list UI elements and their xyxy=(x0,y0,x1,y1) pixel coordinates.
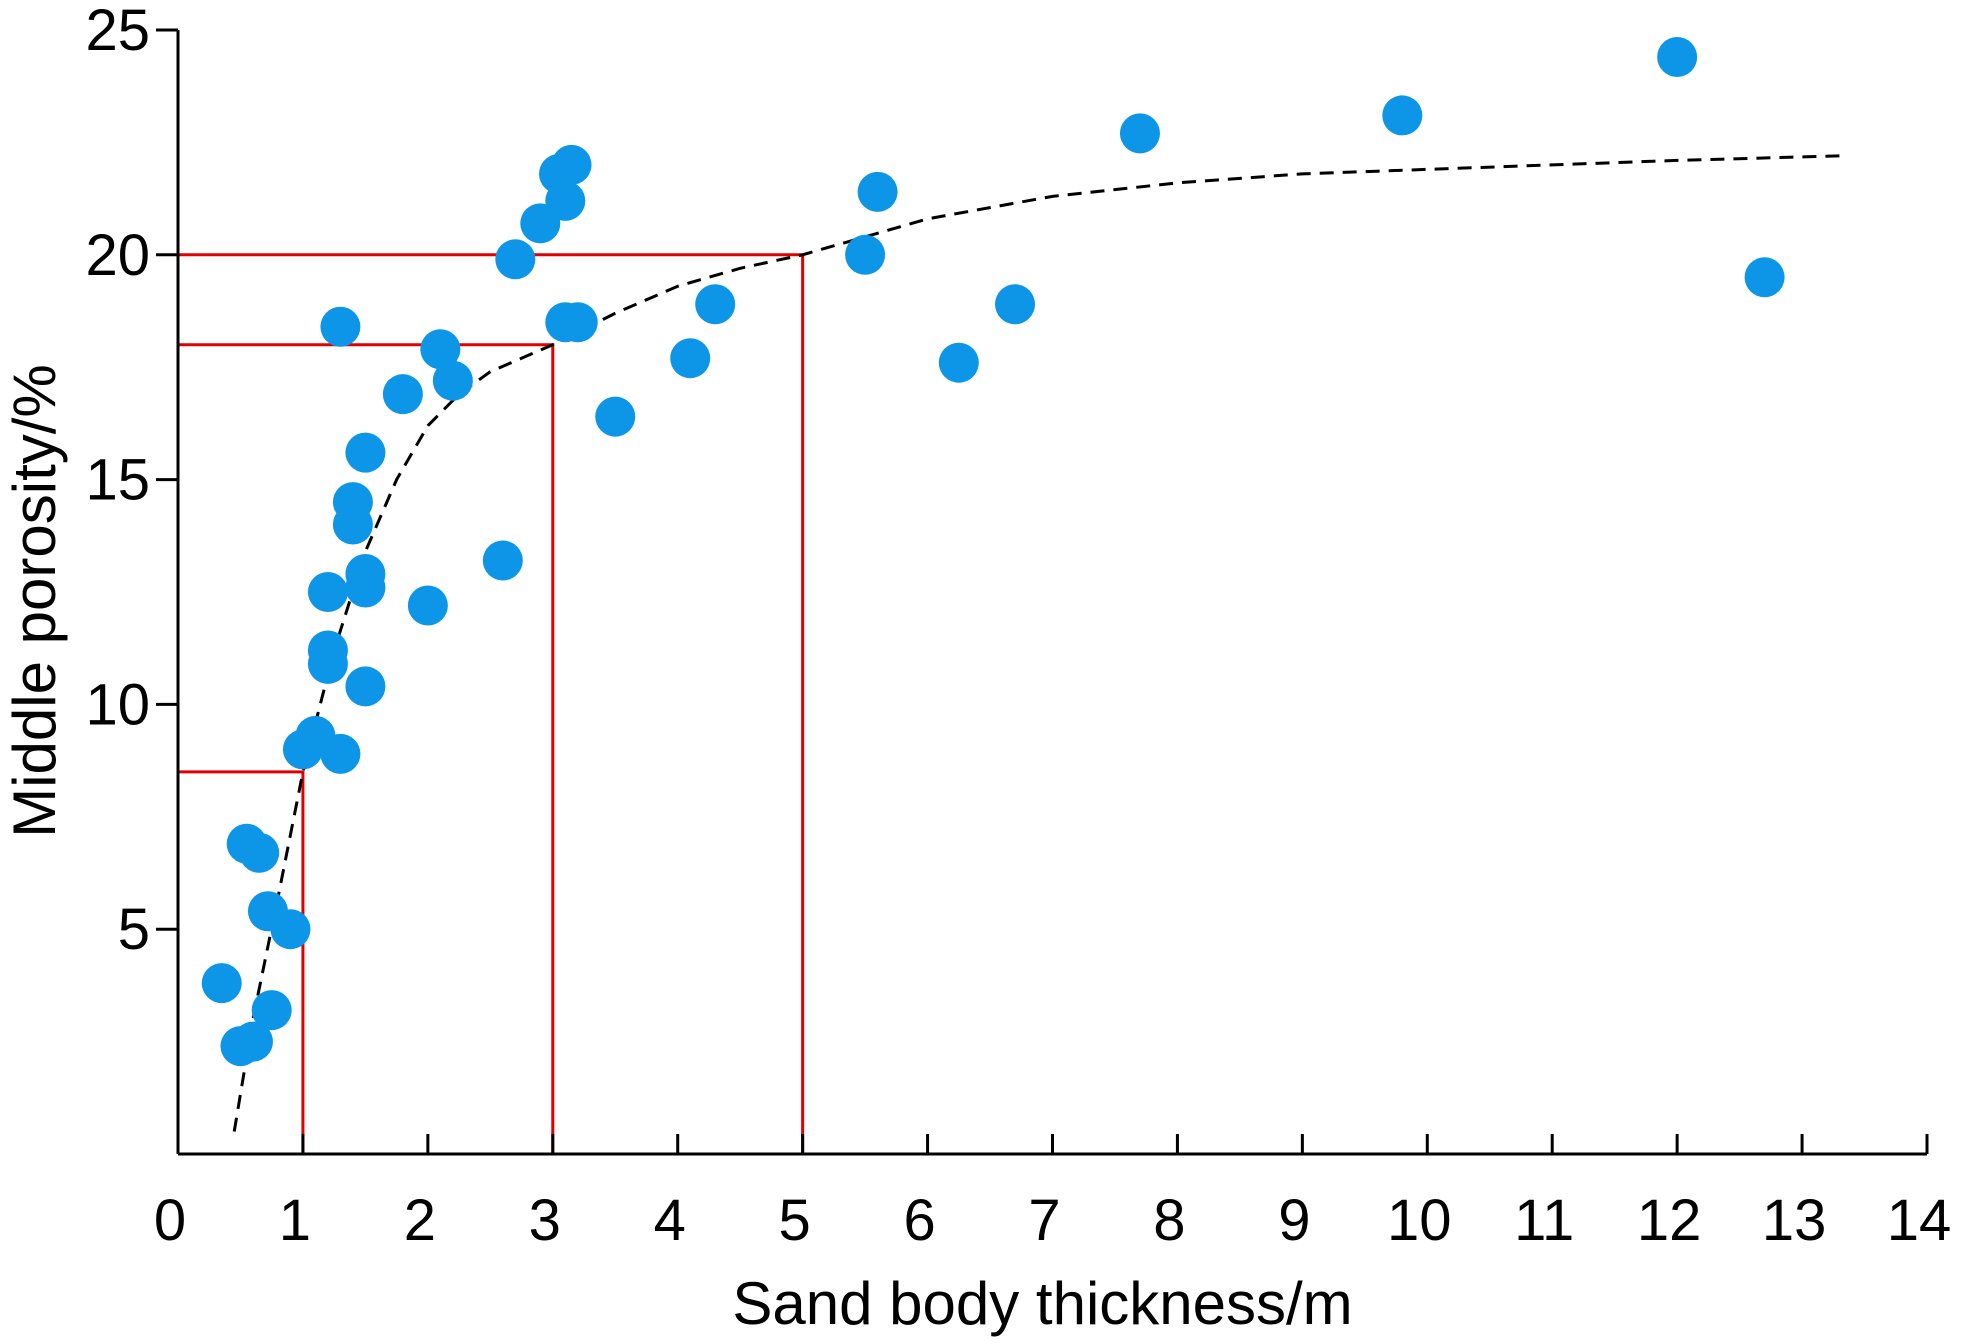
x-tick-label: 2 xyxy=(404,1188,436,1253)
data-point xyxy=(557,302,598,343)
data-point xyxy=(551,144,592,185)
y-tick-label: 20 xyxy=(85,223,150,288)
data-point xyxy=(995,284,1036,325)
data-point xyxy=(251,990,292,1031)
reference-line xyxy=(178,770,305,1154)
y-tick-label: 25 xyxy=(85,0,150,63)
x-tick-label: 3 xyxy=(529,1188,561,1253)
x-tick-label: 0 xyxy=(154,1188,186,1253)
x-tick-label: 11 xyxy=(1514,1188,1574,1253)
data-point xyxy=(382,374,423,415)
x-tick-label: 4 xyxy=(654,1188,686,1253)
data-point xyxy=(495,239,536,280)
data-point xyxy=(320,733,361,774)
data-point xyxy=(239,832,280,873)
data-point xyxy=(307,643,348,684)
data-point xyxy=(1119,113,1160,154)
fit-curve-layer xyxy=(232,154,1840,1132)
y-tick-label: 15 xyxy=(85,448,150,513)
data-point xyxy=(345,554,386,595)
data-point xyxy=(307,572,348,612)
y-axis-ticks: 5 10 15 20 25 xyxy=(85,0,178,962)
data-point xyxy=(857,171,898,212)
x-tick-label: 10 xyxy=(1387,1188,1452,1253)
x-tick-label: 8 xyxy=(1153,1188,1185,1253)
data-point xyxy=(270,909,311,950)
y-tick-label: 5 xyxy=(118,897,150,962)
fit-curve xyxy=(232,154,1840,1132)
x-tick-label: 12 xyxy=(1637,1188,1702,1253)
y-tick-label: 10 xyxy=(85,672,150,737)
y-axis-title: Middle porosity/% xyxy=(1,364,68,838)
data-point xyxy=(232,1021,273,1062)
data-point xyxy=(201,963,242,1004)
data-point xyxy=(1744,257,1785,298)
data-point xyxy=(407,585,448,626)
x-tick-label: 13 xyxy=(1762,1188,1827,1253)
data-point xyxy=(432,360,473,401)
data-point xyxy=(670,338,711,379)
x-tick-label: 14 xyxy=(1887,1188,1952,1253)
data-point xyxy=(332,482,373,523)
data-point xyxy=(345,432,386,473)
x-tick-label: 6 xyxy=(903,1188,935,1253)
x-axis-title: Sand body thickness/m xyxy=(732,1270,1352,1337)
data-point xyxy=(1382,95,1423,136)
data-points xyxy=(201,36,1785,1067)
data-point xyxy=(938,342,979,383)
data-point xyxy=(595,396,636,437)
x-tick-label: 9 xyxy=(1278,1188,1310,1253)
data-point xyxy=(420,329,461,370)
data-point xyxy=(345,666,386,707)
data-point xyxy=(320,306,361,347)
x-tick-label: 7 xyxy=(1028,1188,1060,1253)
data-point xyxy=(482,540,523,581)
x-axis-ticks: 0 1 2 3 4 5 6 7 8 9 10 11 12 13 14 xyxy=(154,1134,1951,1253)
x-tick-label: 1 xyxy=(279,1188,311,1253)
x-tick-label: 5 xyxy=(779,1188,811,1253)
data-point xyxy=(845,234,886,275)
data-point xyxy=(695,284,736,325)
data-point xyxy=(1657,36,1698,77)
